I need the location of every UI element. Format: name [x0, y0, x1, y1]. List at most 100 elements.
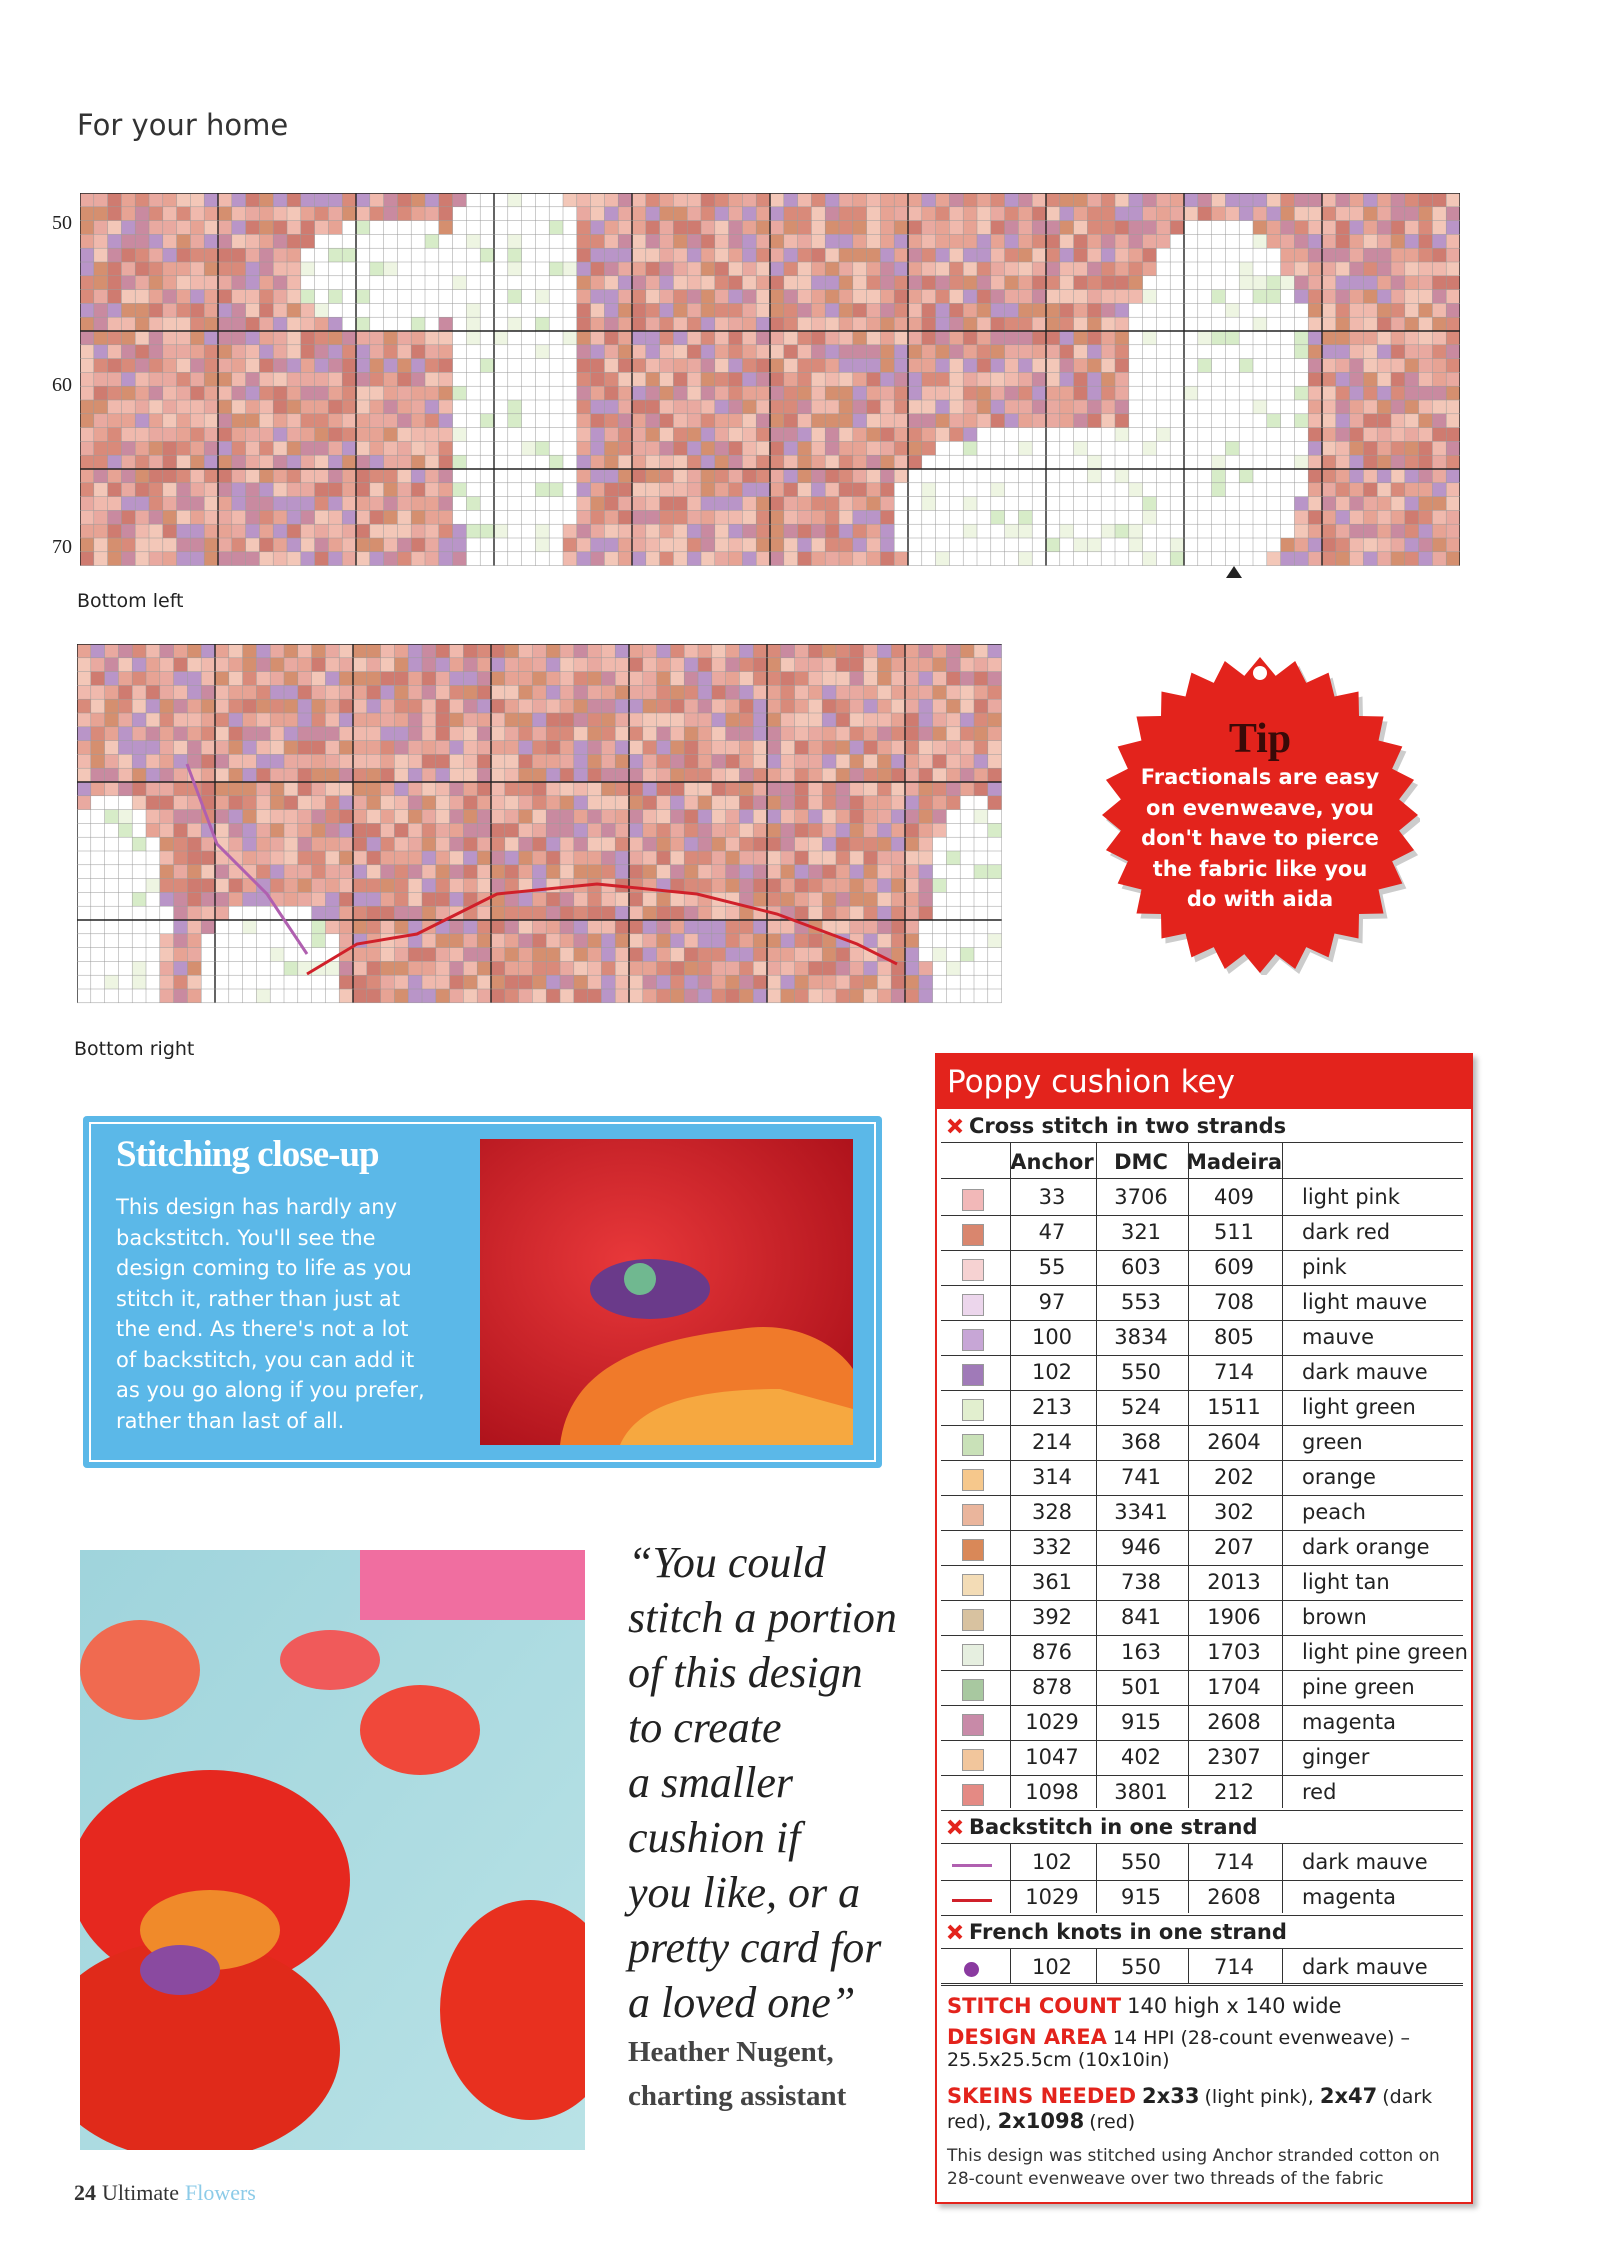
stitch-cell: [422, 878, 436, 893]
stitch-cell: [231, 372, 246, 387]
stitch-cell: [342, 344, 356, 359]
stitch-cell: [670, 726, 685, 741]
stitch-cell: [325, 961, 340, 976]
stitch-cell: [601, 961, 616, 976]
stitch-cell: [218, 275, 232, 290]
stitch-cell: [725, 713, 740, 727]
stitch-cell: [701, 262, 715, 276]
stitch-cell: [135, 372, 149, 387]
stitch-cell: [380, 837, 395, 851]
stitch-cell: [891, 892, 905, 907]
stitch-cell: [590, 427, 605, 442]
stitch-cell: [739, 864, 754, 879]
stitch-cell: [408, 823, 422, 838]
stitch-cell: [811, 248, 826, 262]
stitch-cell: [518, 851, 533, 865]
stitch-cell: [518, 989, 533, 1003]
stitch-cell: [839, 551, 853, 566]
stitch-cell: [711, 685, 726, 700]
stitch-cell: [342, 455, 356, 469]
stitch-cell: [1377, 331, 1391, 345]
stitch-cell: [422, 906, 436, 920]
stitch-cell: [1128, 206, 1143, 221]
stitch-cell: [863, 795, 878, 810]
stitch-cell: [756, 496, 770, 511]
table-line: [941, 1390, 1463, 1391]
stitch-cell: [1432, 427, 1447, 442]
stitch-cell: [1335, 317, 1350, 331]
stitch-cell: [107, 234, 122, 249]
stitch-cell: [642, 989, 657, 1003]
stitch-cell: [297, 782, 312, 796]
stitch-cell: [449, 782, 464, 796]
stitch-cell: [863, 878, 878, 893]
stitch-cell: [921, 331, 936, 345]
stitch-cell: [394, 657, 409, 672]
stitch-cell: [104, 975, 119, 989]
stitch-cell: [894, 400, 908, 414]
stitch-cell: [687, 193, 701, 207]
stitch-cell: [811, 551, 826, 566]
stitch-cell: [963, 386, 977, 400]
stitch-cell: [228, 795, 243, 810]
stitch-cell: [466, 234, 481, 249]
stitch-cell: [615, 933, 629, 948]
stitch-cell: [725, 795, 740, 810]
stitch-cell: [328, 551, 343, 566]
stitch-cell: [162, 427, 177, 442]
stitch-cell: [380, 713, 395, 727]
stitch-cell: [756, 510, 770, 525]
stitch-cell: [935, 427, 950, 442]
stitch-cell: [176, 496, 191, 511]
stitch-cell: [687, 386, 701, 400]
stitch-cell: [808, 892, 823, 907]
stitch-cell: [836, 713, 850, 727]
stitch-cell: [770, 303, 784, 318]
stitch-cell: [118, 685, 133, 700]
stitch-cell: [422, 837, 436, 851]
stitch-cell: [629, 975, 643, 989]
stitch-cell: [1239, 193, 1253, 207]
stitch-cell: [753, 726, 767, 741]
stitch-cell: [300, 441, 315, 456]
stitch-cell: [753, 961, 767, 976]
stitch-cell: [673, 262, 688, 276]
stitch-cell: [1335, 372, 1350, 387]
stitch-cell: [797, 193, 812, 207]
stitch-cell: [1391, 303, 1405, 318]
stitch-cell: [93, 538, 108, 552]
stitch-cell: [825, 496, 839, 511]
stitch-cell: [711, 657, 726, 672]
stitch-cell: [218, 386, 232, 400]
stitch-cell: [245, 303, 260, 318]
stitch-cell: [770, 262, 784, 276]
stitch-cell: [891, 644, 905, 658]
stitch-cell: [1280, 262, 1295, 276]
section-name: Flowers: [184, 2180, 256, 2205]
stitch-cell: [383, 400, 398, 414]
stitch-cell: [425, 372, 439, 387]
stitch-cell: [146, 671, 160, 686]
stitch-cell: [204, 220, 218, 235]
stitch-cell: [228, 878, 243, 893]
stitch-cell: [342, 413, 356, 428]
stitch-cell: [618, 551, 632, 566]
stitch-cell: [353, 837, 367, 851]
stitch-cell: [518, 947, 533, 962]
stitch-cell: [808, 906, 823, 920]
stitch-cell: [576, 289, 591, 304]
stitch-cell: [808, 782, 823, 796]
stitch-cell: [963, 317, 977, 331]
stitch-cell: [849, 754, 864, 769]
stitch-cell: [380, 699, 395, 713]
stitch-cell: [590, 386, 605, 400]
stitch-cell: [118, 782, 133, 796]
stitch-cell: [808, 685, 823, 700]
stitch-cell: [849, 989, 864, 1003]
stitch-cell: [687, 400, 701, 414]
stitch-cell: [1363, 455, 1378, 469]
stitch-cell: [767, 671, 781, 686]
stitch-cell: [270, 685, 284, 700]
stitch-cell: [1322, 427, 1336, 442]
stitch-cell: [325, 768, 340, 782]
